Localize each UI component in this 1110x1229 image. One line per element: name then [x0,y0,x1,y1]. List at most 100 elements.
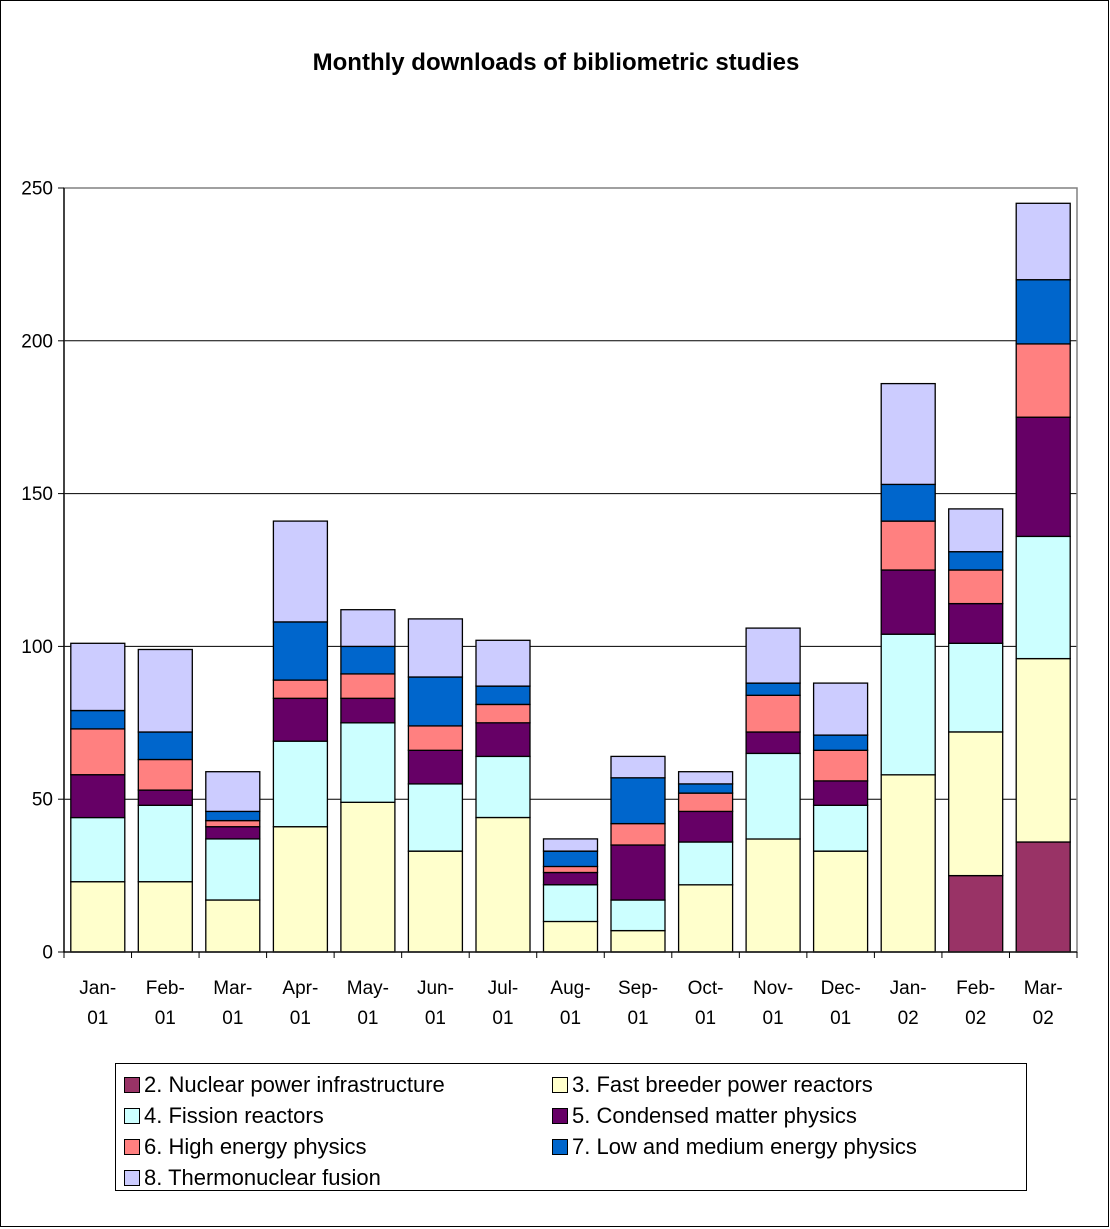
bar-segment-1-6 [137,648,193,733]
bar-segment-14-6 [1015,202,1071,281]
bar-segment-4-4 [340,673,396,699]
bar-segment-14-1 [1015,657,1071,843]
bar-segment-5-5 [407,676,464,727]
legend-swatch [124,1108,140,1124]
bar-segment-2-5 [205,810,261,822]
bar-segment-4-5 [340,645,396,675]
legend-label: 4. Fission reactors [144,1103,324,1128]
legend-swatch [124,1170,140,1186]
x-tick-label-8-line2: 01 [627,1008,648,1029]
legend-item-7: 8. Thermonuclear fusion [124,1163,381,1193]
bar-segment-11-3 [812,780,869,806]
bar-segment-13-5 [948,551,1004,571]
x-tick-label-4-line1: May- [347,978,389,999]
bar-segment-8-6 [610,755,666,779]
bar-segment-2-3 [205,826,261,840]
bar-segment-12-6 [880,382,936,486]
bar-segment-11-5 [812,734,869,751]
bar-segment-14-2 [1015,535,1071,660]
legend: 2. Nuclear power infrastructure 3. Fast b… [115,1063,1027,1191]
x-tick-label-3-line2: 01 [290,1008,311,1029]
bar-segment-10-6 [745,627,801,684]
bar-segment-14-4 [1015,343,1071,418]
bar-segment-1-3 [137,789,193,806]
x-tick-label-11-line2: 01 [830,1008,851,1029]
y-tick-label-4: 200 [21,331,53,352]
bar-segment-5-3 [407,749,464,785]
y-tick-label-2: 100 [21,637,53,658]
x-tick-label-13-line1: Feb- [956,978,995,999]
bar-segment-7-2 [542,884,599,923]
bar-segment-3-5 [272,621,329,681]
bar-segment-3-2 [272,740,329,828]
bar-segment-7-6 [542,838,599,852]
bar-segment-5-6 [407,618,464,678]
bar-segment-6-2 [475,755,531,819]
x-tick-label-9-line1: Oct- [688,978,724,999]
bar-segment-8-3 [610,844,666,901]
bar-segment-12-2 [880,633,936,776]
bar-segment-2-2 [205,838,261,901]
bar-segment-11-1 [812,850,869,953]
bar-segment-10-2 [745,752,801,840]
legend-swatch [552,1139,568,1155]
bar-segment-10-5 [745,682,801,696]
bar-segment-4-2 [340,722,396,803]
bar-segment-8-2 [610,899,666,932]
bar-segment-7-5 [542,850,599,868]
chart-title: Monthly downloads of bibliometric studie… [312,49,800,76]
bar-segment-3-6 [272,520,329,623]
bar-segment-10-1 [745,838,801,953]
bar-segment-3-3 [272,697,329,742]
bar-segment-9-5 [677,783,734,794]
bar-segment-12-5 [880,483,936,522]
bar-segment-6-4 [475,703,531,724]
bar-segment-13-3 [948,602,1004,644]
bar-segment-9-4 [677,792,734,813]
x-tick-label-10-line1: Nov- [753,978,793,999]
x-tick-label-11-line1: Dec- [821,978,861,999]
y-tick-label-0: 0 [42,943,53,964]
legend-label: 3. Fast breeder power reactors [572,1072,873,1097]
bar-segment-6-3 [475,722,531,758]
x-tick-label-2-line1: Mar- [213,978,252,999]
bar-segment-9-6 [677,771,734,785]
bar-segment-12-3 [880,569,936,635]
x-tick-label-12-line2: 02 [898,1008,919,1029]
bar-segment-8-4 [610,822,666,846]
x-tick-label-7-line2: 01 [560,1008,581,1029]
bar-segment-13-0 [948,874,1004,953]
bar-segment-9-2 [677,841,734,886]
bar-segment-13-1 [948,731,1004,877]
bar-segment-1-2 [137,804,193,883]
bar-segment-13-4 [948,569,1004,605]
x-tick-label-9-line2: 01 [695,1008,716,1029]
legend-label: 5. Condensed matter physics [572,1103,857,1128]
x-tick-label-8-line1: Sep- [618,978,658,999]
x-tick-label-6-line1: Jul- [488,978,519,999]
bar-segment-3-1 [272,826,329,953]
legend-label: 8. Thermonuclear fusion [144,1165,381,1190]
bar-segment-9-1 [677,884,734,953]
x-tick-label-10-line2: 01 [763,1008,784,1029]
bar-segment-5-2 [407,783,464,852]
x-tick-label-5-line1: Jun- [417,978,454,999]
x-tick-label-5-line2: 01 [425,1008,446,1029]
legend-item-4: 5. Condensed matter physics [552,1101,857,1131]
bar-segment-0-1 [70,881,126,953]
bar-segment-12-1 [880,774,936,953]
x-tick-label-2-line2: 01 [222,1008,243,1029]
x-tick-label-6-line2: 01 [492,1008,513,1029]
legend-item-1: 2. Nuclear power infrastructure [124,1070,445,1100]
bar-segment-3-4 [272,679,329,699]
bar-segment-2-4 [205,819,261,828]
bar-segment-13-2 [948,642,1004,733]
legend-item-2: 3. Fast breeder power reactors [552,1070,873,1100]
bar-segment-9-3 [677,810,734,843]
bar-segment-1-4 [137,758,193,791]
legend-swatch [124,1077,140,1093]
x-tick-label-14-line2: 02 [1033,1008,1054,1029]
bar-segment-7-3 [542,871,599,886]
